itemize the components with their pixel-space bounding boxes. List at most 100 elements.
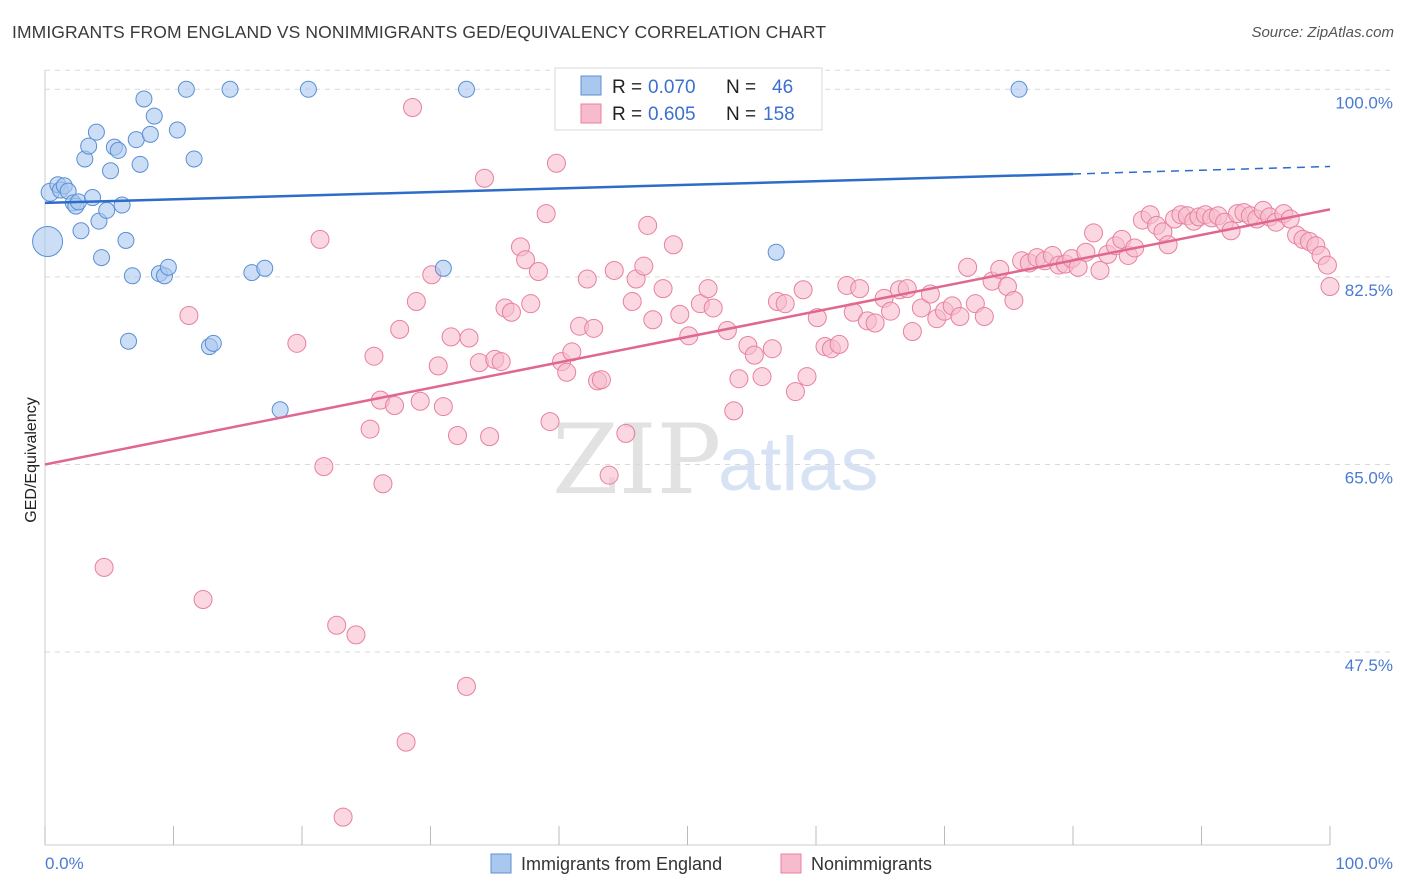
data-point-nonimmigrants [663,235,683,255]
data-point-nonimmigrants [521,294,541,314]
grid [45,69,1392,653]
data-point-immigrants-from-england [109,141,127,159]
data-point-immigrants-from-england [120,332,138,350]
watermark: ZIP atlas [552,404,879,516]
data-point-immigrants-from-england [84,189,102,207]
data-point-nonimmigrants [785,382,805,402]
data-point-nonimmigrants [643,310,663,330]
trend-line-nonimmigrants [44,208,1331,466]
watermark-zip: ZIP [552,404,721,516]
data-point-nonimmigrants [396,732,416,752]
data-point-immigrants-from-england [177,80,195,98]
y-axis-label: GED/Equivalency [23,397,40,522]
data-point-nonimmigrants [480,427,500,447]
data-point-nonimmigrants [1317,255,1337,275]
data-point-nonimmigrants [698,279,718,299]
data-point-nonimmigrants [577,269,597,289]
x-tick-label: 100.0% [1335,854,1393,873]
data-point-nonimmigrants [456,676,476,696]
data-point-nonimmigrants [364,346,384,366]
legend-swatch-pink [580,103,602,124]
data-point-immigrants-from-england [127,131,145,149]
data-point-nonimmigrants [670,304,690,324]
data-point-nonimmigrants [314,457,334,477]
data-point-nonimmigrants [390,319,410,339]
legend-swatch-blue [490,853,512,874]
data-point-nonimmigrants [557,362,577,382]
data-point-nonimmigrants [653,279,673,299]
data-point-nonimmigrants [881,301,901,321]
data-point-nonimmigrants [911,298,931,318]
data-point-nonimmigrants [193,590,213,610]
data-point-nonimmigrants [459,328,479,348]
data-point-nonimmigrants [762,339,782,359]
legend-r-value: 0.605 [648,104,696,125]
data-point-nonimmigrants [540,412,560,432]
data-point-immigrants-from-england [141,125,159,143]
data-point-nonimmigrants [385,396,405,416]
data-point-immigrants-from-england [185,150,203,168]
legend-r-label: R = [612,77,642,98]
data-point-immigrants-from-england [80,137,98,155]
data-point-nonimmigrants [744,345,764,365]
correlation-legend: R = 0.070 N = 46 R = 0.605 N = 158 [554,67,823,131]
data-point-nonimmigrants [604,260,624,280]
data-point-nonimmigrants [752,367,772,387]
data-point-nonimmigrants [902,322,922,342]
data-point-nonimmigrants [406,292,426,312]
data-point-nonimmigrants [724,401,744,421]
data-point-nonimmigrants [346,625,366,645]
legend-n-value: 158 [763,104,795,125]
data-point-nonimmigrants [179,305,199,325]
data-point-immigrants-from-england [32,226,64,258]
data-point-immigrants-from-england [1010,80,1028,98]
data-point-immigrants-from-england [145,107,163,125]
data-point-immigrants-from-england [117,231,135,249]
data-point-immigrants-from-england [72,222,90,240]
legend-r-value: 0.070 [648,77,696,98]
data-point-nonimmigrants [546,153,566,173]
y-tick-label: 65.0% [1345,468,1393,487]
data-point-nonimmigrants [865,313,885,333]
legend-n-value: 46 [772,77,793,98]
legend-swatch-pink [780,853,802,874]
legend-swatch-blue [580,75,602,96]
legend-series-label: Immigrants from England [521,854,722,874]
data-point-nonimmigrants [958,257,978,277]
chart-title: IMMIGRANTS FROM ENGLAND VS NONIMMIGRANTS… [12,22,827,42]
data-point-immigrants-from-england [123,267,141,285]
legend-r-label: R = [612,104,642,125]
y-tick-label: 82.5% [1345,281,1393,300]
x-tick-labels: 0.0% 100.0% [45,854,1393,873]
data-point-immigrants-from-england [131,155,149,173]
data-point-nonimmigrants [447,426,467,446]
data-point-nonimmigrants [1320,277,1340,297]
data-point-nonimmigrants [599,465,619,485]
data-point-nonimmigrants [373,474,393,494]
y-tick-labels: 100.0% 82.5% 65.0% 47.5% [1335,93,1393,675]
data-point-nonimmigrants [591,370,611,390]
data-point-nonimmigrants [428,356,448,376]
data-point-nonimmigrants [950,307,970,327]
data-point-immigrants-from-england [767,243,785,261]
data-point-nonimmigrants [1090,260,1110,280]
data-point-immigrants-from-england [87,123,105,141]
data-point-immigrants-from-england [135,90,153,108]
data-point-nonimmigrants [634,256,654,276]
data-point-nonimmigrants [797,367,817,387]
legend-n-label: N = [726,77,756,98]
data-point-immigrants-from-england [256,259,274,277]
data-point-nonimmigrants [850,279,870,299]
data-point-nonimmigrants [287,333,307,353]
data-point-nonimmigrants [403,98,423,118]
data-point-nonimmigrants [310,229,330,249]
data-point-nonimmigrants [622,292,642,312]
x-tick-label: 0.0% [45,854,84,873]
data-point-nonimmigrants [441,327,461,347]
trend-lines [44,165,1331,466]
data-point-nonimmigrants [528,262,548,282]
data-point-nonimmigrants [775,294,795,314]
data-point-immigrants-from-england [434,259,452,277]
data-point-nonimmigrants [94,557,114,577]
